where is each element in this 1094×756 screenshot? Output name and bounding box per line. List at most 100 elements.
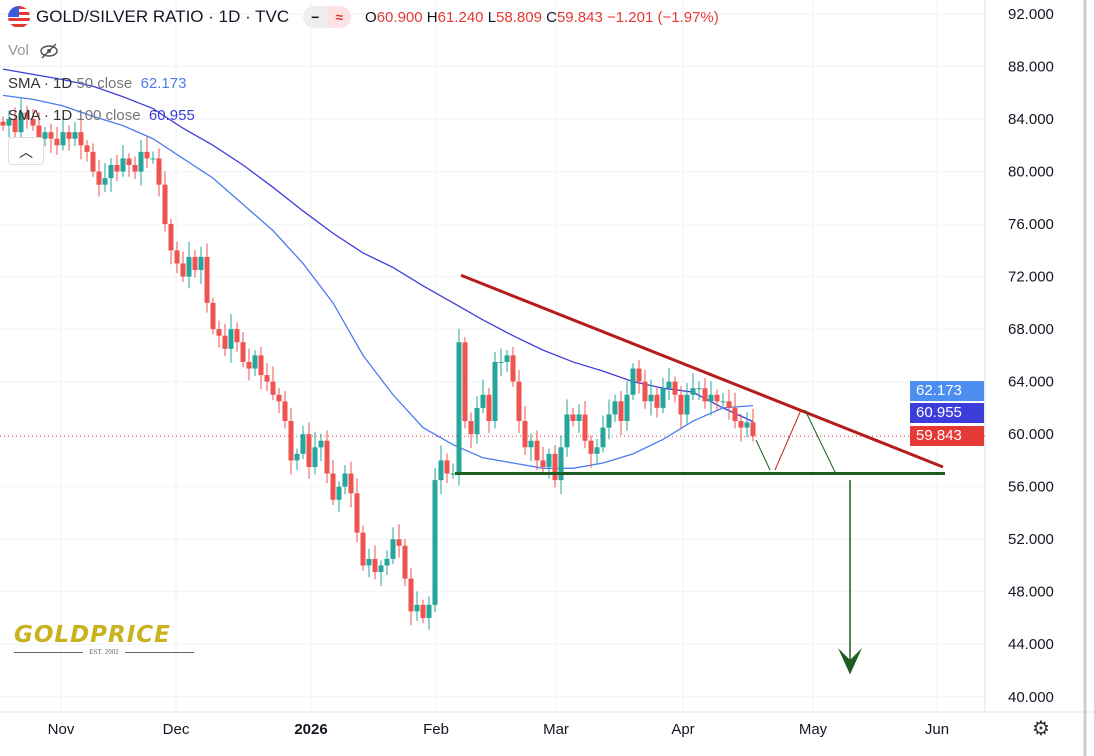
candle — [426, 596, 432, 630]
settings-gear-icon[interactable]: ⚙ — [1032, 718, 1050, 740]
y-tick-label: 72.000 — [1008, 269, 1054, 286]
candle — [414, 591, 420, 622]
candle-body — [612, 401, 618, 415]
candle-body — [276, 394, 282, 402]
candle — [504, 350, 510, 372]
candle — [558, 435, 564, 495]
candle-body — [480, 394, 486, 408]
candle — [444, 453, 450, 484]
candle-body — [66, 132, 72, 139]
candle-body — [552, 453, 558, 481]
candle — [264, 363, 270, 392]
candle — [102, 163, 108, 193]
candle-body — [660, 388, 666, 408]
candle — [366, 548, 372, 578]
candle-body — [12, 119, 18, 133]
candle — [240, 332, 246, 368]
wave-icon[interactable]: ≈ — [327, 6, 352, 28]
candle — [480, 379, 486, 414]
candle-body — [666, 381, 672, 389]
candle — [648, 379, 654, 416]
candle-body — [318, 440, 324, 448]
candle — [522, 405, 528, 455]
candle-body — [6, 119, 12, 126]
candle-body — [558, 447, 564, 481]
candle — [420, 599, 426, 624]
candle-body — [432, 480, 438, 605]
candle-body — [342, 473, 348, 487]
candle — [312, 432, 318, 475]
candle-body — [708, 394, 714, 402]
candle — [300, 425, 306, 460]
candle-body — [186, 256, 192, 277]
candle-body — [246, 361, 252, 369]
candle — [0, 116, 6, 131]
sma50-legend[interactable]: SMA · 1D 50 close 62.173 — [8, 75, 187, 92]
symbol-title[interactable]: GOLD/SILVER RATIO · 1D · TVC — [36, 7, 290, 26]
candle-body — [306, 434, 312, 467]
candle-body — [426, 604, 432, 618]
candle — [174, 241, 180, 274]
candle — [534, 430, 540, 471]
candle-body — [516, 381, 522, 422]
candle-body — [72, 132, 78, 139]
candle — [78, 118, 84, 160]
y-tick-label: 40.000 — [1008, 689, 1054, 706]
candle — [276, 387, 282, 414]
candle-body — [498, 361, 504, 363]
candle — [228, 314, 234, 363]
candle — [66, 125, 72, 151]
candle-body — [30, 119, 36, 126]
candle — [126, 153, 132, 177]
candle-body — [0, 121, 6, 126]
chart-type-toggle[interactable]: − ≈ — [303, 6, 352, 28]
chart-header: GOLD/SILVER RATIO · 1D · TVC − ≈ O60.900… — [8, 6, 719, 28]
volume-legend[interactable]: Vol — [8, 42, 59, 59]
minus-icon[interactable]: − — [311, 9, 320, 25]
candle-body — [132, 164, 138, 172]
candle-body — [42, 132, 48, 139]
candle-body — [594, 447, 600, 454]
candle-body — [672, 381, 678, 395]
candle — [114, 154, 120, 182]
x-tick-label: May — [799, 721, 828, 738]
candle — [90, 143, 96, 177]
candle-body — [468, 421, 474, 435]
candle-body — [24, 112, 30, 120]
candle-body — [630, 368, 636, 395]
candle — [618, 391, 624, 436]
candle-body — [378, 565, 384, 573]
candle — [594, 438, 600, 464]
candle-body — [402, 545, 408, 579]
candle — [120, 144, 126, 177]
candle — [528, 433, 534, 462]
candle — [702, 378, 708, 409]
eye-off-icon[interactable] — [39, 42, 59, 59]
sma100-legend[interactable]: SMA · 1D 100 close 60.955 — [8, 107, 195, 124]
candle — [726, 389, 732, 420]
candle-body — [120, 158, 126, 172]
candle-body — [720, 401, 726, 403]
candle — [576, 404, 582, 433]
y-tick-label: 48.000 — [1008, 584, 1054, 601]
candle-body — [144, 151, 150, 159]
candle — [354, 478, 360, 543]
chevron-up-icon: ︿ — [19, 144, 33, 160]
y-tick-label: 64.000 — [1008, 374, 1054, 391]
candle-body — [192, 256, 198, 271]
x-tick-label: Dec — [163, 721, 190, 738]
y-tick-label: 52.000 — [1008, 531, 1054, 548]
candle — [600, 415, 606, 453]
candle — [582, 401, 588, 449]
x-tick-label: Nov — [48, 721, 75, 738]
candle-body — [258, 355, 264, 376]
candle-body — [198, 256, 204, 271]
candle-body — [138, 151, 144, 172]
candle — [222, 323, 228, 357]
candle — [270, 366, 276, 401]
candle — [192, 250, 198, 278]
collapse-legend-button[interactable]: ︿ — [8, 137, 44, 165]
candle — [660, 378, 666, 414]
candle-body — [108, 164, 114, 179]
